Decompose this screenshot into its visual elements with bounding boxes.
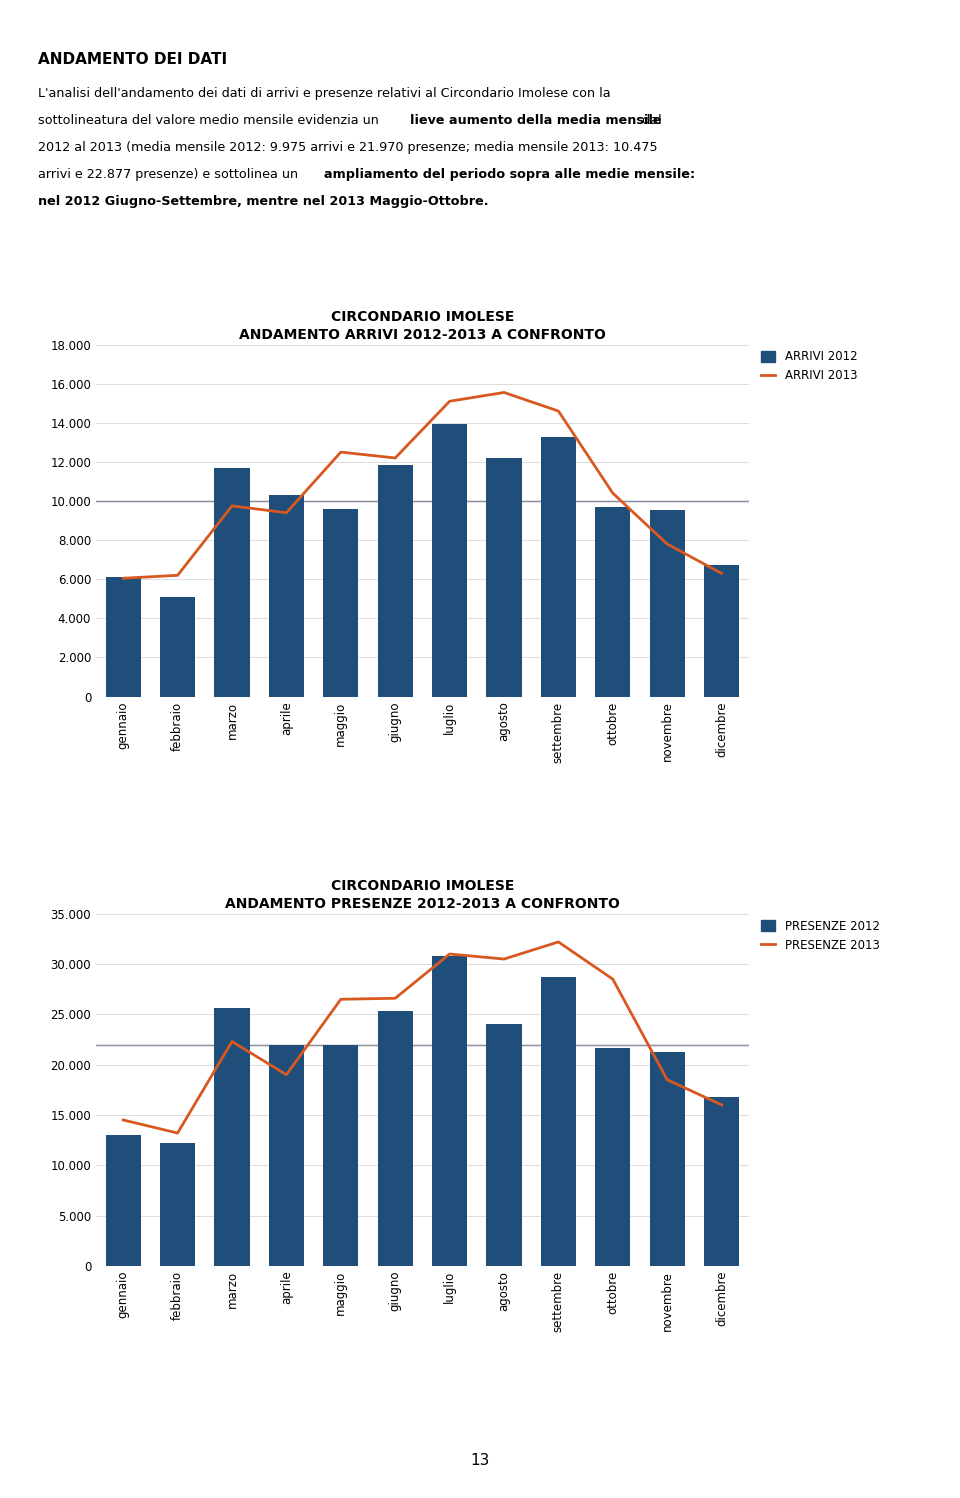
Text: CIRCONDARIO IMOLESE: CIRCONDARIO IMOLESE (330, 879, 515, 893)
Bar (432, 424, 468, 697)
Text: L'analisi dell'andamento dei dati di arrivi e presenze relativi al Circondario I: L'analisi dell'andamento dei dati di arr… (38, 87, 611, 100)
Text: ANDAMENTO DEI DATI: ANDAMENTO DEI DATI (38, 52, 228, 67)
Bar (377, 464, 413, 697)
Text: dal: dal (638, 114, 662, 127)
Bar (106, 577, 141, 697)
Bar (214, 1008, 250, 1266)
Bar (432, 956, 468, 1266)
Text: nel 2012 Giugno-Settembre, mentre nel 2013 Maggio-Ottobre.: nel 2012 Giugno-Settembre, mentre nel 20… (38, 195, 489, 208)
Text: sottolineatura del valore medio mensile evidenzia un: sottolineatura del valore medio mensile … (38, 114, 383, 127)
Legend: PRESENZE 2012, PRESENZE 2013: PRESENZE 2012, PRESENZE 2013 (761, 920, 880, 951)
Text: CIRCONDARIO IMOLESE: CIRCONDARIO IMOLESE (330, 310, 515, 324)
Text: lieve aumento della media mensile: lieve aumento della media mensile (410, 114, 661, 127)
Bar (595, 1047, 631, 1266)
Bar (269, 496, 304, 697)
Bar (324, 1044, 358, 1266)
Text: arrivi e 22.877 presenze) e sottolinea un: arrivi e 22.877 presenze) e sottolinea u… (38, 168, 302, 181)
Text: 2012 al 2013 (media mensile 2012: 9.975 arrivi e 21.970 presenze; media mensile : 2012 al 2013 (media mensile 2012: 9.975 … (38, 141, 658, 154)
Bar (160, 596, 195, 697)
Bar (487, 458, 521, 697)
Text: ampliamento del periodo sopra alle medie mensile:: ampliamento del periodo sopra alle medie… (324, 168, 696, 181)
Bar (269, 1044, 304, 1266)
Bar (324, 509, 358, 697)
Bar (377, 1011, 413, 1266)
Bar (595, 506, 631, 697)
Text: 13: 13 (470, 1453, 490, 1468)
Bar (160, 1143, 195, 1266)
Bar (540, 437, 576, 697)
Bar (704, 565, 739, 697)
Bar (704, 1097, 739, 1266)
Bar (487, 1025, 521, 1266)
Bar (650, 509, 684, 697)
Legend: ARRIVI 2012, ARRIVI 2013: ARRIVI 2012, ARRIVI 2013 (761, 351, 857, 382)
Text: ANDAMENTO PRESENZE 2012-2013 A CONFRONTO: ANDAMENTO PRESENZE 2012-2013 A CONFRONTO (225, 897, 620, 911)
Bar (214, 467, 250, 697)
Bar (540, 977, 576, 1266)
Text: ANDAMENTO ARRIVI 2012-2013 A CONFRONTO: ANDAMENTO ARRIVI 2012-2013 A CONFRONTO (239, 328, 606, 342)
Bar (106, 1135, 141, 1266)
Bar (650, 1052, 684, 1266)
